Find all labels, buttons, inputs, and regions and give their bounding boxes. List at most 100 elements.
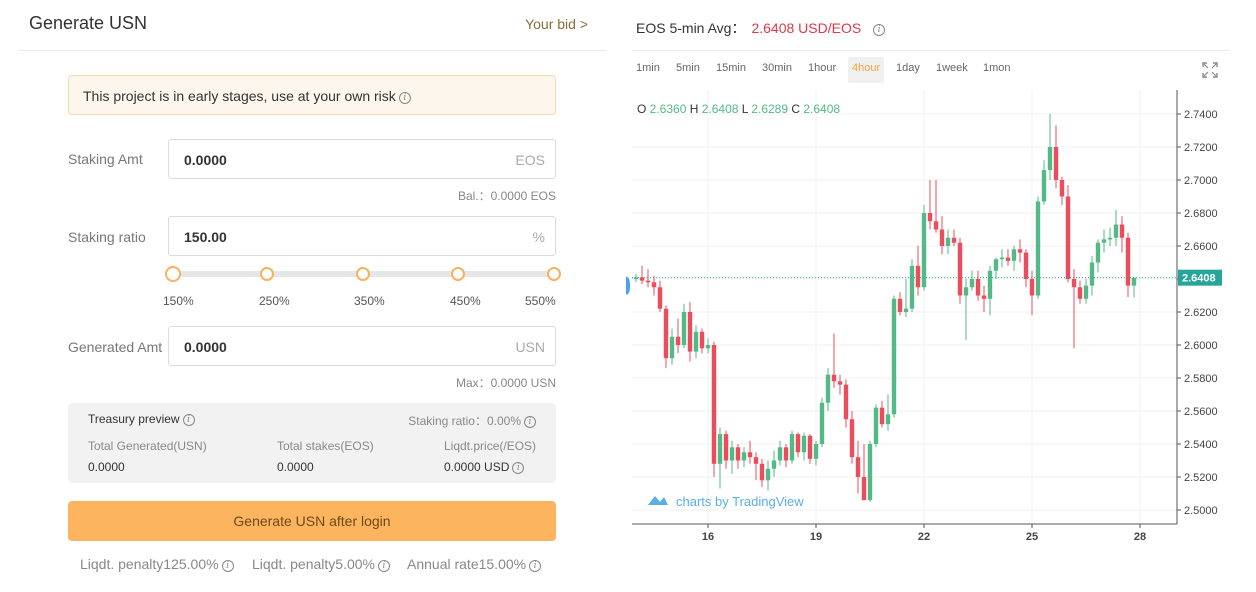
candle-body [765,468,771,481]
max-note: Max：0.0000 USN [455,376,556,390]
staking-amt-value[interactable]: 0.0000 [184,152,227,168]
candle-body [687,312,693,352]
candle-body [1011,249,1017,261]
total-generated-header: Total Generated(USN) [88,439,207,453]
y-tick-label: 2.6600 [1184,241,1218,253]
ohlc-value: L [742,102,752,116]
interval-1hour[interactable]: 1hour [808,62,837,74]
candle-body [747,452,753,458]
footer-text: Liqdt. penalty5.00% [252,556,375,572]
interval-5min[interactable]: 5min [676,62,700,74]
candle-body [927,213,933,222]
candle-body [669,336,675,359]
candlestick-chart[interactable]: 2.74002.72002.70002.68002.66002.64002.62… [620,90,1235,550]
info-icon[interactable]: i [524,416,536,428]
tradingview-watermark: charts by TradingView [676,494,804,509]
x-tick-label: 22 [918,531,930,543]
balance-note: Bal.：0.0000 EOS [457,189,556,203]
interval-4hour[interactable]: 4hour [848,57,885,83]
interval-1day[interactable]: 1day [896,62,920,74]
total-stakes-header: Total stakes(EOS) [277,439,374,453]
y-tick-label: 2.6800 [1184,208,1218,220]
info-icon[interactable]: i [873,24,886,36]
candle-body [1089,262,1095,286]
your-bid-link[interactable]: Your bid > [525,16,588,32]
candle-body [1077,287,1083,299]
slider-handle[interactable] [165,266,181,282]
fullscreen-icon[interactable] [1202,62,1218,78]
liqdt-price-value-row: 0.0000 USD i [444,460,536,474]
candle-body [663,308,669,359]
slider-mark[interactable] [451,267,465,281]
slider-mark[interactable] [356,267,370,281]
panel-title: Generate USN [29,13,148,33]
candle-body [1095,242,1101,263]
candle-body [705,345,711,349]
footer-liqdt-penalty-2: Liqdt. penalty5.00% i [252,556,390,572]
scroll-marker-icon [626,276,630,295]
staking-ratio-slider[interactable] [165,266,561,282]
liqdt-price: Liqdt.price(/EOS) 0.0000 USD i [444,439,536,474]
candle-body [723,434,729,461]
info-icon[interactable]: i [221,560,234,572]
candle-body [1125,237,1131,286]
interval-1mon[interactable]: 1mon [983,62,1011,74]
candle-body [831,374,837,382]
generate-usn-button[interactable]: Generate USN after login [68,501,556,541]
staking-amt-unit: EOS [515,152,545,168]
last-price-label: 2.6408 [1182,273,1216,285]
info-icon[interactable]: i [377,560,390,572]
candle-body [1071,279,1077,288]
staking-ratio-value[interactable]: 150.00 [184,229,227,245]
generated-amt-value[interactable]: 0.0000 [184,339,227,355]
candle-body [849,419,855,458]
candle-body [1023,252,1029,279]
slider-mark[interactable] [547,267,561,281]
candle-body [783,447,789,461]
generate-usn-panel: Generate USN Your bid > This project is … [19,0,606,592]
candle-body [681,312,687,345]
y-tick-label: 2.5200 [1184,472,1218,484]
candle-body [819,402,825,444]
candle-body [753,457,759,464]
y-tick-label: 2.5600 [1184,406,1218,418]
candle-body [855,457,861,477]
staking-amt-input[interactable]: 0.0000 EOS [168,139,556,179]
interval-15min[interactable]: 15min [716,62,746,74]
footer-annual-rate: Annual rate15.00% i [407,556,542,572]
candle-body [1131,277,1137,286]
ohlc-legend: O 2.6360 H 2.6408 L 2.6289 C 2.6408 [637,102,840,116]
info-icon[interactable]: i [529,560,542,572]
slider-mark[interactable] [260,267,274,281]
x-tick-label: 19 [810,531,822,543]
candle-body [717,434,723,464]
candle-body [1041,170,1047,202]
candle-body [903,308,909,312]
candle-body [1119,224,1125,238]
candle-body [861,477,867,501]
candle-body [873,407,879,444]
info-icon[interactable]: i [512,462,525,474]
candle-body [771,460,777,469]
candle-body [1107,237,1113,240]
tradingview-logo-shape [648,496,668,505]
interval-1week[interactable]: 1week [936,62,968,74]
interval-30min[interactable]: 30min [762,62,792,74]
interval-1min[interactable]: 1min [636,62,660,74]
candle-body [813,444,819,459]
info-icon[interactable]: i [398,92,411,104]
generated-amt-input[interactable]: 0.0000 USN [168,326,556,366]
candle-body [993,259,999,271]
candle-body [885,414,891,425]
candle-body [987,270,993,299]
info-icon[interactable]: i [182,414,195,426]
generated-amt-label: Generated Amt [68,339,163,355]
staking-ratio-input[interactable]: 150.00 % [168,216,556,256]
footer-text: Annual rate15.00% [407,556,527,572]
treasury-staking-ratio: Staking ratio：0.00% i [408,412,536,429]
y-tick-label: 2.5400 [1184,439,1218,451]
candle-body [735,447,741,461]
ohlc-value: 2.6408 [803,102,840,116]
candle-body [969,279,975,288]
avg-label: EOS 5-min Avg： [636,20,746,36]
